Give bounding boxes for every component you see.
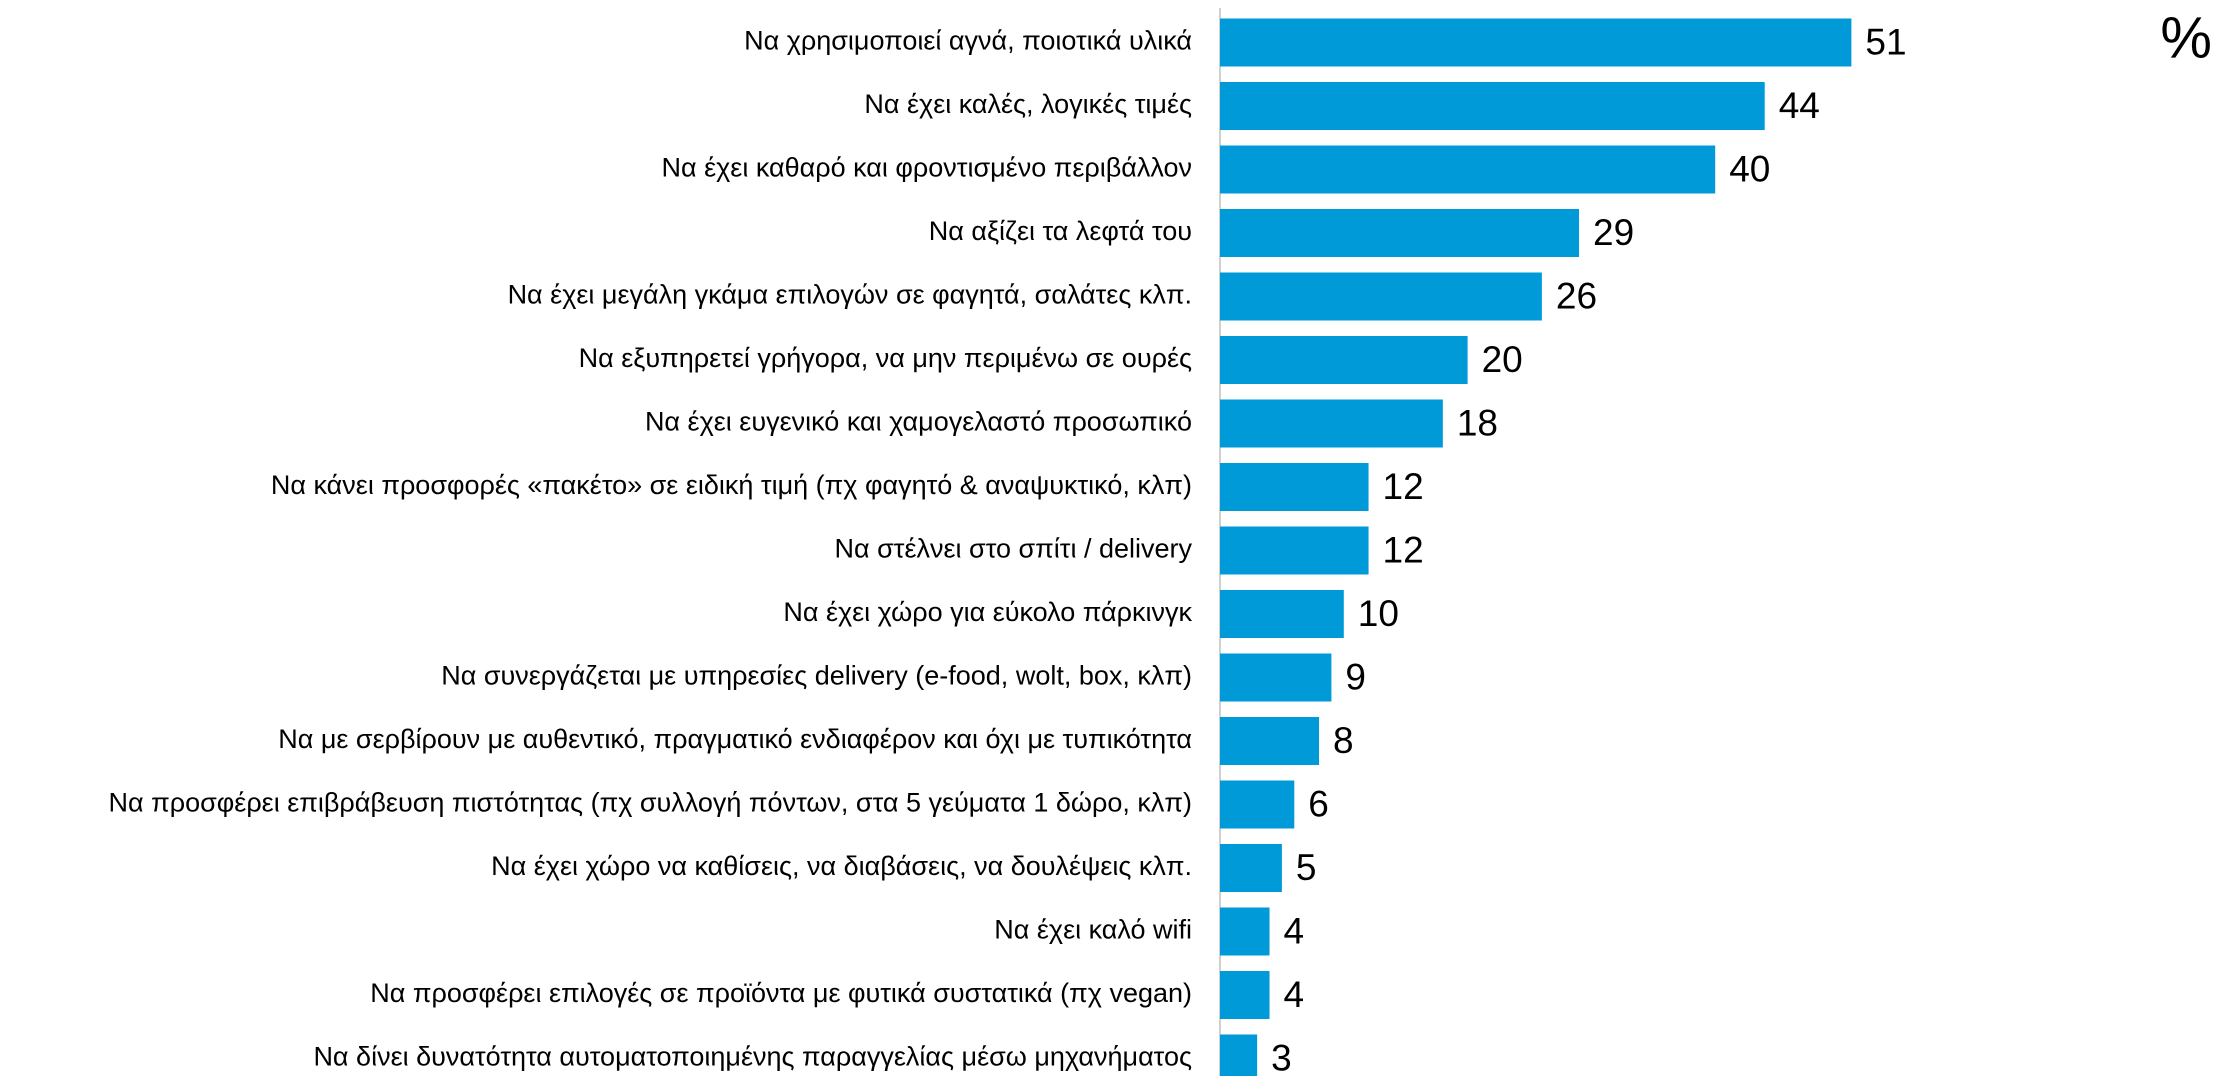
bar [1220,844,1282,892]
bar [1220,971,1270,1019]
value-label: 6 [1308,783,1329,824]
category-label: Να έχει χώρο για εύκολο πάρκινγκ [783,597,1192,627]
value-label: 8 [1333,720,1354,761]
bar [1220,1034,1258,1076]
value-label: 10 [1358,593,1399,634]
category-label: Να έχει καλό wifi [994,915,1192,945]
category-label: Να εξυπηρετεί γρήγορα, να μην περιμένω σ… [579,343,1192,373]
value-label: 29 [1593,212,1634,253]
category-label: Να προσφέρει επιλογές σε προϊόντα με φυτ… [370,978,1192,1008]
bar [1220,526,1369,575]
bar [1220,18,1852,67]
category-label: Να κάνει προσφορές «πακέτο» σε ειδική τι… [271,470,1192,500]
category-label: Να έχει μεγάλη γκάμα επιλογών σε φαγητά,… [508,280,1192,310]
value-label: 20 [1482,339,1523,380]
category-label: Να αξίζει τα λεφτά του [929,216,1192,246]
category-label: Να προσφέρει επιβράβευση πιστότητας (πχ … [109,788,1193,818]
value-label: 4 [1284,910,1305,951]
value-label: 40 [1729,148,1770,189]
category-label: Να με σερβίρουν με αυθεντικό, πραγματικό… [278,724,1192,754]
value-label: 5 [1296,847,1317,888]
category-label: Να συνεργάζεται με υπηρεσίες delivery (e… [441,661,1192,691]
bar [1220,463,1369,511]
category-label: Να έχει καθαρό και φροντισμένο περιβάλλο… [661,153,1192,183]
bar [1220,717,1320,765]
value-label: 12 [1383,466,1424,507]
bar [1220,145,1716,194]
bar [1220,272,1542,321]
value-label: 51 [1865,21,1906,62]
bar [1220,590,1344,638]
bar [1220,907,1270,956]
bar [1220,399,1443,448]
bar [1220,653,1332,702]
value-label: 44 [1779,85,1820,126]
value-label: 3 [1271,1037,1292,1076]
bar [1220,780,1295,829]
category-label: Να έχει ευγενικό και χαμογελαστό προσωπι… [645,407,1192,437]
value-label: 4 [1284,974,1305,1015]
category-label: Να στέλνει στο σπίτι / delivery [835,534,1193,564]
value-label: 26 [1556,275,1597,316]
bar [1220,336,1468,384]
bar [1220,209,1580,257]
category-label: Να έχει καλές, λογικές τιμές [864,89,1192,119]
value-label: 12 [1383,529,1424,570]
category-label: Να έχει χώρο να καθίσεις, να διαβάσεις, … [491,851,1192,881]
value-label: 18 [1457,402,1498,443]
unit-label: % [2160,5,2212,70]
value-label: 9 [1345,656,1366,697]
bar [1220,82,1765,130]
category-label: Να χρησιμοποιεί αγνά, ποιοτικά υλικά [744,26,1192,56]
category-label: Να δίνει δυνατότητα αυτοματοποιημένης πα… [313,1042,1192,1072]
